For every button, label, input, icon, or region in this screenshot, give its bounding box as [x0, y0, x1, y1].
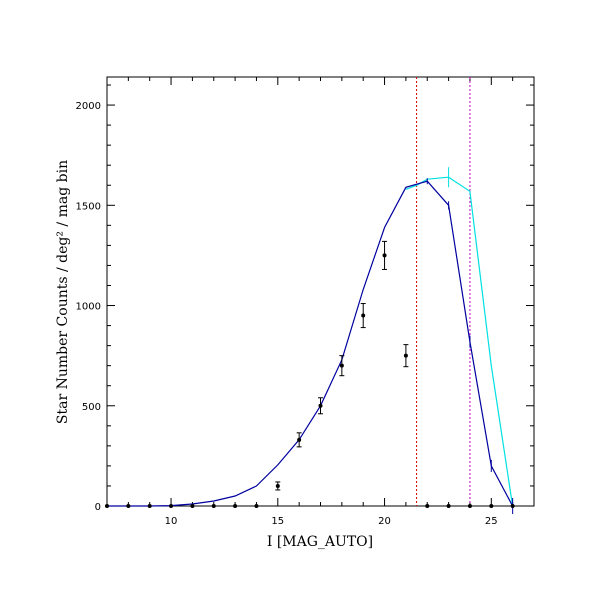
data-point — [382, 253, 387, 258]
x-axis-label: I [MAG_AUTO] — [267, 534, 373, 550]
y-tick-label: 0 — [95, 502, 101, 513]
reference-lines — [416, 77, 471, 506]
data-point — [339, 363, 344, 368]
data-point — [510, 504, 515, 508]
data-point — [147, 504, 152, 508]
series-black — [105, 240, 515, 508]
data-point — [425, 504, 430, 508]
data-point — [275, 483, 280, 488]
data-point — [105, 504, 109, 508]
data-series — [105, 167, 515, 515]
x-tick-label: 10 — [165, 516, 178, 527]
data-point — [190, 504, 195, 508]
data-point — [446, 504, 451, 508]
data-point — [467, 504, 472, 508]
series-navy — [107, 178, 514, 515]
data-point — [403, 353, 408, 358]
data-point — [318, 403, 323, 408]
data-point — [361, 313, 366, 318]
tick-labels: 10 15 20 25 0 500 1000 1500 2000 — [76, 101, 498, 527]
y-tick-label: 1500 — [76, 201, 101, 212]
x-tick-label: 25 — [485, 516, 498, 527]
y-tick-label: 500 — [82, 402, 101, 413]
data-point — [211, 504, 216, 508]
data-point — [489, 504, 494, 508]
data-point — [169, 504, 174, 508]
series-cyan — [405, 167, 514, 507]
data-point — [297, 437, 302, 442]
y-axis-label: Star Number Counts / deg² / mag bin — [55, 160, 71, 424]
data-point — [126, 504, 131, 508]
axis-ticks — [106, 77, 535, 507]
data-point — [254, 504, 259, 508]
x-tick-label: 15 — [271, 516, 284, 527]
y-tick-label: 2000 — [76, 101, 101, 112]
y-tick-label: 1000 — [76, 302, 101, 313]
data-point — [233, 504, 238, 508]
series-line — [405, 176, 514, 507]
series-line — [107, 180, 514, 507]
x-tick-label: 20 — [378, 516, 391, 527]
